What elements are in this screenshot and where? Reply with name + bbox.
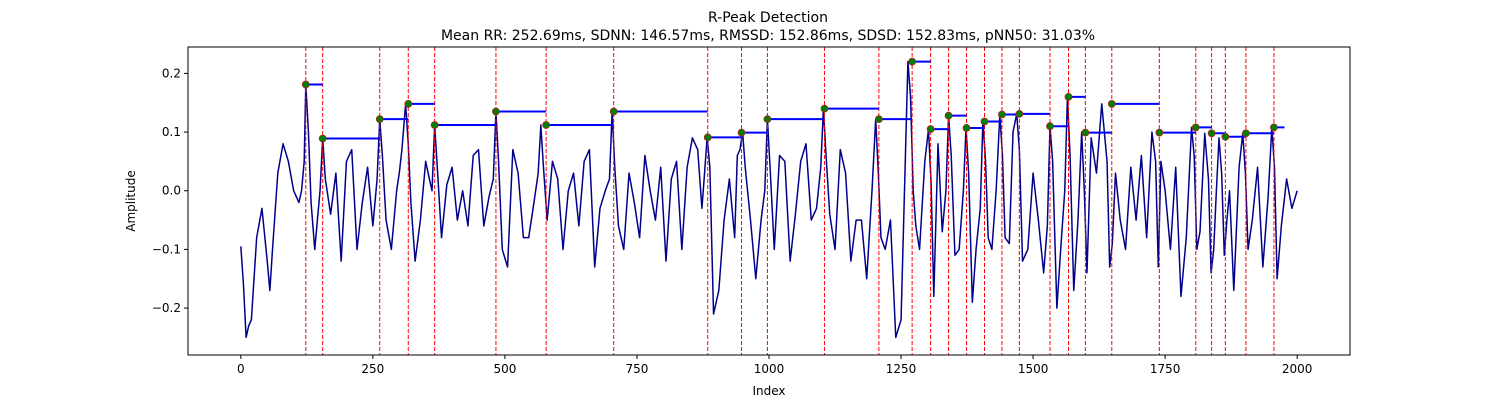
peak-marker-22 (1081, 128, 1090, 137)
peak-marker-18 (998, 110, 1006, 119)
peak-marker-15 (944, 111, 953, 120)
peak-marker-24 (1155, 128, 1164, 137)
chart-title: R-Peak Detection (708, 10, 828, 26)
chart-subtitle: Mean RR: 252.69ms, SDNN: 146.57ms, RMSSD… (441, 28, 1095, 44)
peak-marker-12 (874, 115, 883, 124)
peak-marker-25 (1191, 123, 1200, 132)
x-tick-label-2: 500 (493, 362, 516, 376)
x-tick-label-7: 1750 (1150, 362, 1181, 376)
x-axis-label: Index (752, 384, 785, 398)
x-tick-label-6: 1500 (1018, 362, 1049, 376)
peak-marker-7 (609, 107, 618, 116)
peak-marker-5 (492, 107, 500, 116)
y-tick-label-3: 0.1 (162, 125, 181, 139)
peak-marker-26 (1207, 129, 1216, 138)
peak-marker-28 (1242, 129, 1250, 138)
peak-marker-6 (542, 121, 551, 129)
peak-marker-11 (820, 104, 829, 113)
x-tick-label-1: 250 (361, 362, 384, 376)
x-tick-label-0: 0 (237, 362, 245, 376)
peak-marker-1 (318, 134, 327, 143)
peak-marker-13 (908, 57, 917, 66)
plot-area (240, 47, 1298, 355)
peak-marker-4 (430, 121, 439, 129)
y-tick-label-2: 0.0 (162, 184, 181, 198)
x-tick-label-4: 1000 (754, 362, 785, 376)
peak-marker-10 (763, 115, 772, 124)
peak-marker-20 (1046, 122, 1054, 131)
y-tick-label-1: −0.1 (152, 242, 181, 256)
peak-marker-21 (1064, 92, 1073, 101)
peak-marker-2 (375, 115, 384, 124)
peak-marker-14 (926, 125, 935, 134)
peak-marker-0 (301, 80, 310, 89)
y-axis: −0.2 −0.1 0.0 0.1 0.2 (152, 66, 188, 315)
peak-marker-29 (1270, 123, 1278, 132)
peak-marker-19 (1015, 109, 1024, 118)
peak-marker-8 (703, 133, 712, 142)
x-axis: 0 250 500 750 1000 1250 1500 1750 2000 (237, 355, 1312, 376)
peak-marker-27 (1221, 132, 1230, 141)
peak-marker-16 (962, 124, 971, 132)
x-tick-label-5: 1250 (886, 362, 917, 376)
x-tick-label-8: 2000 (1282, 362, 1313, 376)
x-tick-label-3: 750 (626, 362, 649, 376)
peak-marker-23 (1107, 100, 1116, 108)
y-axis-label: Amplitude (124, 170, 138, 232)
y-tick-label-4: 0.2 (162, 66, 181, 80)
peak-marker-3 (404, 100, 413, 108)
peak-marker-9 (737, 128, 746, 137)
y-tick-label-0: −0.2 (152, 301, 181, 315)
peak-marker-17 (980, 117, 989, 126)
